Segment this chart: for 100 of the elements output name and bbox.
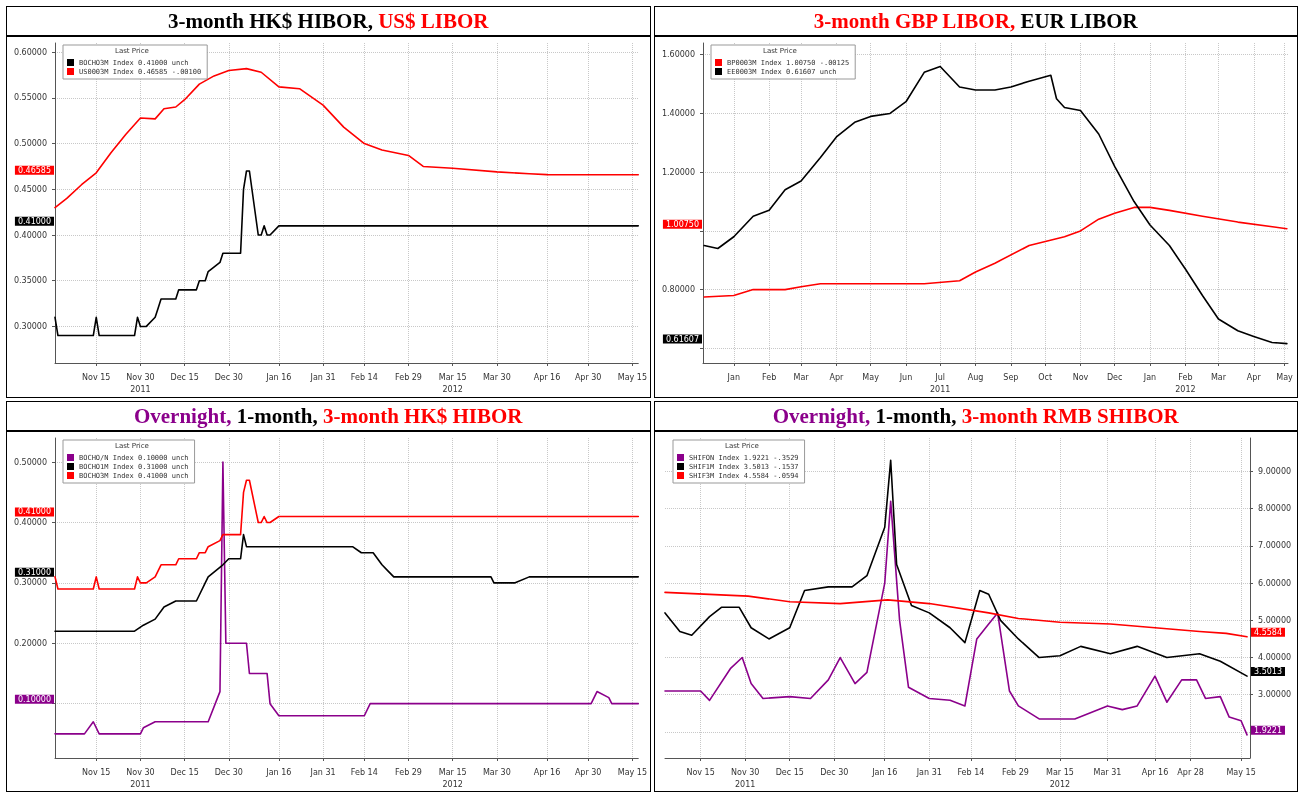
x-tick-label: Jan [726,372,740,382]
x-tick-label: Mar [793,372,809,382]
x-tick-label: Jun [898,372,912,382]
chart-title: 3-month HK$ HIBOR, US$ LIBOR [168,9,489,33]
x-tick-label: Dec 15 [170,372,199,382]
line-series [702,65,1288,345]
x-tick-label: May 15 [617,767,647,776]
x-tick-label: Feb 14 [956,767,984,776]
y2-tick-label: 8.00000 [1257,503,1291,513]
x-tick-label: Apr [829,372,844,382]
y-tick-label: 0.40000 [13,517,47,527]
x-tick-label: May [861,372,879,382]
text: 0.61607 [665,334,699,344]
y-tick-label: 0.30000 [13,321,47,331]
y-tick-label: 0.35000 [13,276,47,286]
x-tick-label: Feb 14 [350,767,378,776]
x-tick-label: Feb 29 [1001,767,1029,776]
x-tick-label: Sep [1002,372,1018,382]
x-tick-label: Dec 15 [775,767,804,776]
x-tick-label: Apr 16 [1141,767,1168,776]
x-tick-label: Jan 16 [265,767,292,776]
x-tick-label: May 15 [617,372,647,382]
x-tick-label: Feb 14 [350,372,378,382]
y2-tick-label: 9.00000 [1257,466,1291,476]
y2-tick-label: 6.00000 [1257,578,1291,588]
x-tick-label: Mar 15 2012 [1045,767,1074,788]
chart-title: Overnight, 1-month, 3-month RMB SHIBOR [772,403,1179,428]
x-tick-label: Mar 15 2012 [438,767,467,788]
y-tick-label: 0.45000 [13,184,47,194]
x-tick-label: Nov [1072,372,1089,382]
x-tick-label: Dec 30 [214,767,243,776]
chart-title: Overnight, 1-month, 3-month HK$ HIBOR [133,403,523,428]
x-tick-label: Jan 31 [309,767,336,776]
y-tick-label: 0.50000 [13,457,47,467]
x-tick-label: Apr 30 [574,767,602,776]
x-tick-label: Apr [1246,372,1261,382]
text: 0.41000 [17,216,51,226]
x-tick-label: Jan 31 [309,372,336,382]
x-tick-label: Dec [1106,372,1122,382]
x-tick-label: Feb 29 [395,372,422,382]
text: 1.9221 [1253,725,1282,735]
text: 0.31000 [17,567,51,577]
x-tick-label: Jan 16 [265,372,292,382]
y-tick-label: 0.80000 [661,285,695,295]
x-tick-label: Mar [1210,372,1227,382]
y-tick-label: 0.30000 [13,577,47,587]
x-tick-label: Dec 30 [819,767,848,776]
x-tick-label: Jan 31 [915,767,942,776]
chart-title: 3-month GBP LIBOR, EUR LIBOR [813,9,1138,33]
y-tick-label: 0.50000 [13,139,47,149]
x-tick-label: May [1275,372,1293,382]
x-tick-label: Feb 2012 [1174,372,1196,394]
x-tick-label: Apr 16 [533,767,561,776]
x-tick-label: Feb [761,372,776,382]
y2-tick-label: 3.00000 [1257,689,1291,699]
y-tick-label: 1.60000 [661,50,695,60]
line-series [54,460,640,735]
x-tick-label: Mar 30 [482,767,511,776]
line-series [54,533,640,632]
y-tick-label: 1.40000 [661,108,695,118]
x-tick-label: Nov 30 2011 [126,372,155,394]
text: 0.46585 [17,165,51,175]
text: 4.5584 [1253,627,1282,637]
x-tick-label: Nov 30 2011 [730,767,759,788]
line-series [54,67,640,209]
x-tick-label: Aug [967,372,983,382]
x-tick-label: Apr 30 [574,372,602,382]
x-tick-label: Nov 15 [82,767,111,776]
text: 0.10000 [17,694,51,704]
x-tick-label: Apr 16 [533,372,561,382]
x-tick-label: Dec 15 [170,767,199,776]
line-series [663,499,1248,736]
x-tick-label: Jan 16 [870,767,897,776]
y-tick-label: 0.40000 [13,230,47,240]
x-tick-label: May 15 [1225,767,1256,776]
line-series [663,459,1248,677]
text: 1.00750 [665,219,699,229]
line-series [54,170,640,337]
x-tick-label: Jul 2011 [929,372,950,394]
x-tick-label: Dec 30 [214,372,243,382]
y2-tick-label: 7.00000 [1257,540,1291,550]
y-tick-label: 0.55000 [13,93,47,103]
x-tick-label: Mar 15 2012 [438,372,467,394]
x-tick-label: Apr 28 [1176,767,1204,776]
text: 0.41000 [17,506,51,516]
x-tick-label: Nov 15 [685,767,715,776]
x-tick-label: Mar 31 [1093,767,1121,776]
x-tick-label: Feb 29 [395,767,422,776]
line-series [663,591,1248,638]
y-tick-label: 1.20000 [661,167,695,177]
y2-tick-label: 4.00000 [1257,652,1291,662]
y-tick-label: 0.60000 [13,47,47,57]
x-tick-label: Mar 30 [482,372,511,382]
x-tick-label: Oct [1037,372,1052,382]
x-tick-label: Nov 15 [82,372,111,382]
text: 3.5013 [1253,666,1282,676]
x-tick-label: Jan [1142,372,1156,382]
y2-tick-label: 5.00000 [1257,615,1291,625]
x-tick-label: Nov 30 2011 [126,767,155,788]
y-tick-label: 0.20000 [13,638,47,648]
